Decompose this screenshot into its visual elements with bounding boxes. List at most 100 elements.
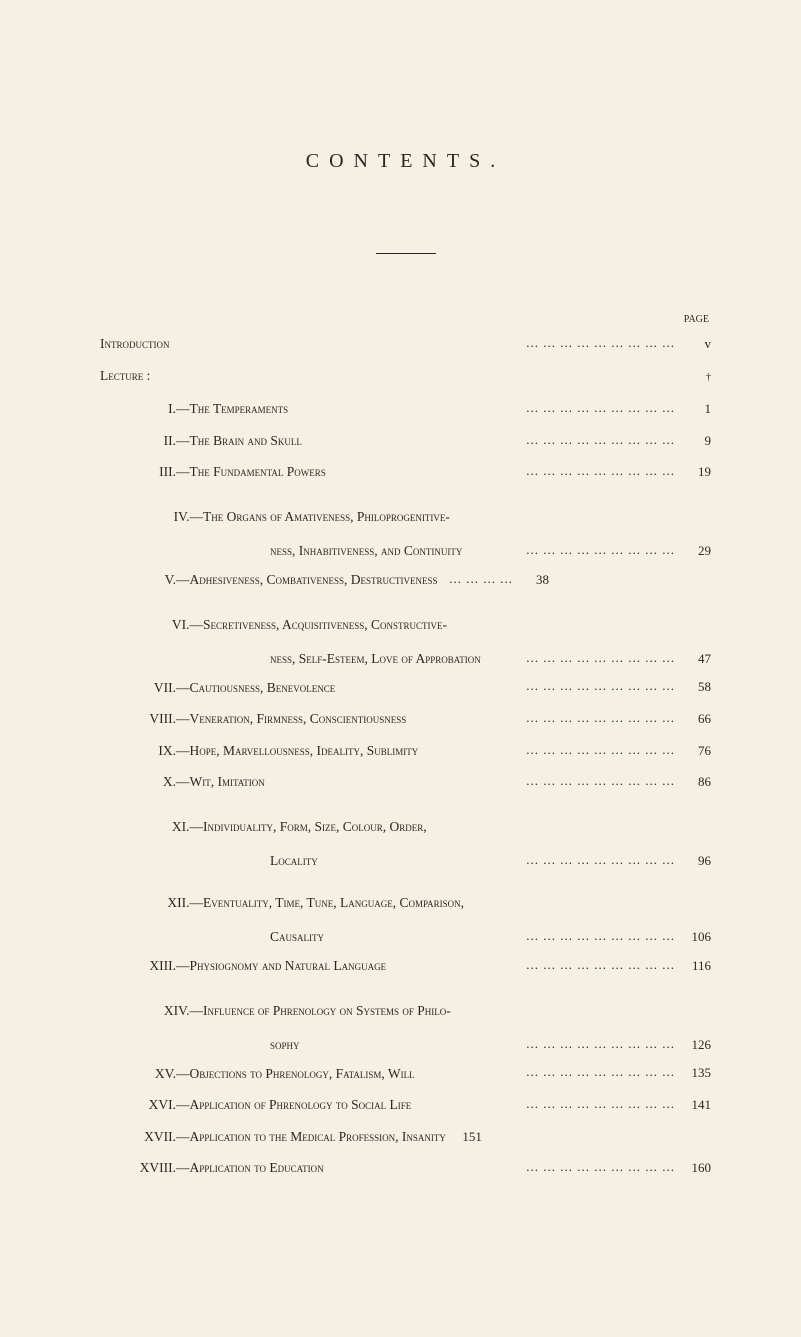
chapter-title: —Cautiousness, Benevolence <box>176 677 335 699</box>
chapter-title-cont: Causality <box>270 929 324 945</box>
chapter-title: —Physiognomy and Natural Language <box>176 955 386 977</box>
chapter-title-cont: ness, Inhabitiveness, and Continuity <box>270 543 462 559</box>
chapter-page: 116 <box>681 956 711 977</box>
chapter-page: 76 <box>681 741 711 762</box>
chapter-title-cont: sophy <box>270 1037 300 1053</box>
title-divider <box>376 253 436 254</box>
chapter-title: —Influence of Phrenology on Systems of P… <box>190 1003 451 1018</box>
chapter-page: 38 <box>519 570 549 591</box>
chapter-row: VI.—Secretiveness, Acquisitiveness, Cons… <box>100 601 711 667</box>
leader-dots <box>421 1070 675 1080</box>
chapter-row: XVII. —Application to the Medical Profes… <box>100 1126 711 1148</box>
chapter-page: 58 <box>681 677 711 698</box>
chapter-page: 160 <box>681 1158 711 1179</box>
chapter-page: 135 <box>681 1063 711 1084</box>
chapter-num: XIV. <box>144 1003 190 1019</box>
chapter-page: 86 <box>681 772 711 793</box>
leader-dots <box>392 963 675 973</box>
chapter-row: IV.—The Organs of Amativeness, Philoprog… <box>100 493 711 559</box>
chapter-page: 19 <box>681 462 711 483</box>
introduction-page: v <box>681 334 711 355</box>
chapter-title-cont: ness, Self-Esteem, Love of Approbation <box>270 651 481 667</box>
chapter-row: XII.—Eventuality, Time, Tune, Language, … <box>100 879 711 945</box>
chapter-title: —The Brain and Skull <box>176 430 302 452</box>
chapter-row: XVIII. —Application to Education 160 <box>100 1157 711 1179</box>
note-mark: † <box>681 370 711 386</box>
chapter-title: —Objections to Phrenology, Fatalism, Wil… <box>176 1063 415 1085</box>
chapter-row: X. —Wit, Imitation 86 <box>100 771 711 793</box>
leader-dots <box>294 406 675 416</box>
leader-dots <box>324 855 675 865</box>
page-column-label: PAGE <box>100 314 711 325</box>
leader-dots <box>424 747 675 757</box>
chapter-page: 141 <box>681 1095 711 1116</box>
chapter-num: I. <box>130 398 176 420</box>
lecture-label-row: Lecture : † <box>100 365 711 387</box>
contents-title: CONTENTS. <box>100 150 711 173</box>
leader-dots <box>330 931 675 941</box>
leader-dots <box>412 716 675 726</box>
chapter-num: XVI. <box>130 1094 176 1116</box>
leader-dots <box>417 1102 675 1112</box>
leader-dots <box>341 684 675 694</box>
chapter-row: III. —The Fundamental Powers 19 <box>100 461 711 483</box>
chapter-row: XV. —Objections to Phrenology, Fatalism,… <box>100 1063 711 1085</box>
chapter-num: XII. <box>144 895 190 911</box>
chapter-row: XVI. —Application of Phrenology to Socia… <box>100 1094 711 1116</box>
chapter-title: —Wit, Imitation <box>176 771 265 793</box>
leader-dots <box>444 577 513 587</box>
leader-dots <box>468 545 675 555</box>
chapter-num: VII. <box>130 677 176 699</box>
chapter-title: —The Temperaments <box>176 398 288 420</box>
introduction-label: Introduction <box>100 333 170 355</box>
chapter-page: 1 <box>681 399 711 420</box>
chapter-row: XI.—Individuality, Form, Size, Colour, O… <box>100 803 711 869</box>
leader-dots <box>308 437 675 447</box>
chapter-title: —Veneration, Firmness, Conscientiousness <box>176 708 406 730</box>
chapter-title: —Application to the Medical Profession, … <box>176 1126 446 1148</box>
chapter-row: IX. —Hope, Marvellousness, Ideality, Sub… <box>100 740 711 762</box>
chapter-num: XV. <box>130 1063 176 1085</box>
chapter-row: V. —Adhesiveness, Combativeness, Destruc… <box>100 569 711 591</box>
chapter-num: VI. <box>144 617 190 633</box>
chapter-row: II. —The Brain and Skull 9 <box>100 430 711 452</box>
lecture-label: Lecture : <box>100 365 150 387</box>
chapter-page: 126 <box>681 1037 711 1053</box>
chapter-title: —Application to Education <box>176 1157 324 1179</box>
chapter-page: 66 <box>681 709 711 730</box>
leader-dots <box>306 1039 675 1049</box>
chapter-num: XVII. <box>130 1126 176 1148</box>
chapter-title: —Individuality, Form, Size, Colour, Orde… <box>190 819 427 834</box>
chapter-num: IV. <box>144 509 190 525</box>
chapter-page: 47 <box>681 651 711 667</box>
leader-dots <box>330 1165 675 1175</box>
chapter-row: XIII. —Physiognomy and Natural Language … <box>100 955 711 977</box>
chapter-row: VII. —Cautiousness, Benevolence 58 <box>100 677 711 699</box>
chapter-page: 96 <box>681 853 711 869</box>
chapter-title: —Application of Phrenology to Social Lif… <box>176 1094 411 1116</box>
chapter-num: IX. <box>130 740 176 762</box>
introduction-row: Introduction v <box>100 333 711 355</box>
chapter-title: —Adhesiveness, Combativeness, Destructiv… <box>176 569 438 591</box>
chapter-num: XIII. <box>130 955 176 977</box>
chapter-row: VIII. —Veneration, Firmness, Conscientio… <box>100 708 711 730</box>
chapter-row: XIV.—Influence of Phrenology on Systems … <box>100 987 711 1053</box>
leader-dots <box>332 469 675 479</box>
chapter-num: VIII. <box>130 708 176 730</box>
chapter-page: 29 <box>681 543 711 559</box>
chapter-num: V. <box>130 569 176 591</box>
leader-dots <box>487 653 675 663</box>
chapter-title: —The Fundamental Powers <box>176 461 326 483</box>
chapter-title: —The Organs of Amativeness, Philoprogeni… <box>190 509 450 524</box>
chapter-title: —Hope, Marvellousness, Ideality, Sublimi… <box>176 740 418 762</box>
leader-dots <box>176 341 676 351</box>
chapter-title: —Secretiveness, Acquisitiveness, Constru… <box>190 617 448 632</box>
chapter-num: X. <box>130 771 176 793</box>
chapter-num: III. <box>130 461 176 483</box>
chapter-num: II. <box>130 430 176 452</box>
chapter-num: XI. <box>144 819 190 835</box>
chapter-num: XVIII. <box>130 1157 176 1179</box>
chapter-page: 106 <box>681 929 711 945</box>
chapter-page: 9 <box>681 431 711 452</box>
chapter-title: —Eventuality, Time, Tune, Language, Comp… <box>190 895 465 910</box>
